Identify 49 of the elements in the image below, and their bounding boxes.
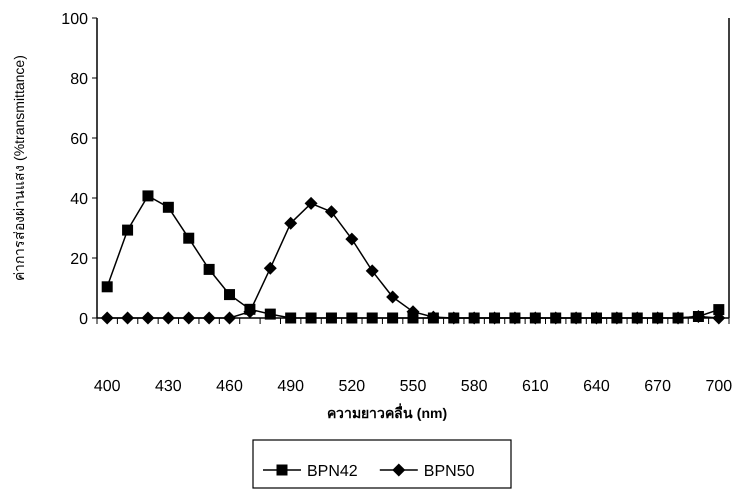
point xyxy=(102,281,113,292)
point xyxy=(182,312,196,324)
x-tick-label: 580 xyxy=(460,378,488,395)
point xyxy=(326,312,337,324)
y-tick-label: 100 xyxy=(61,11,88,28)
y-tick-label: 80 xyxy=(70,71,88,88)
x-tick-label: 670 xyxy=(644,378,672,395)
point xyxy=(264,308,276,320)
point xyxy=(224,289,236,300)
point xyxy=(345,232,358,246)
point xyxy=(346,312,358,324)
y-tick-label: 20 xyxy=(70,251,88,268)
legend-label: BPN42 xyxy=(307,463,358,480)
point xyxy=(141,312,154,324)
point xyxy=(366,312,378,324)
y-axis-title: ค่าการส่องผ่านแสง (%transmittance) xyxy=(11,55,27,281)
point xyxy=(285,312,296,324)
point xyxy=(122,224,134,236)
point xyxy=(284,216,298,230)
y-tick-label: 60 xyxy=(70,131,88,148)
point xyxy=(142,190,154,202)
point xyxy=(121,312,134,324)
y-tick-label: 0 xyxy=(79,311,88,328)
point xyxy=(304,196,318,210)
point xyxy=(183,232,194,244)
point xyxy=(386,290,400,304)
point xyxy=(223,312,236,324)
legend-label: BPN50 xyxy=(424,463,475,480)
point xyxy=(162,312,175,324)
x-tick-label: 610 xyxy=(522,378,549,395)
point xyxy=(324,205,338,218)
x-tick-label: 490 xyxy=(277,378,304,395)
x-tick-label: 640 xyxy=(583,378,610,395)
point xyxy=(162,202,174,213)
point xyxy=(100,312,114,324)
point xyxy=(264,262,277,275)
point xyxy=(306,312,317,324)
x-tick-label: 520 xyxy=(338,378,366,395)
y-tick-label: 40 xyxy=(70,191,88,208)
x-axis-title: ความยาวคลื่น (nm) xyxy=(326,403,448,421)
x-tick-label: 430 xyxy=(155,378,182,395)
x-tick-label: 550 xyxy=(400,378,426,395)
x-tick-label: 400 xyxy=(94,378,121,395)
point xyxy=(366,264,379,278)
x-tick-label: 700 xyxy=(705,378,732,395)
point xyxy=(387,312,398,324)
x-tick-label: 460 xyxy=(216,378,243,395)
point xyxy=(204,264,215,275)
point xyxy=(202,312,216,324)
